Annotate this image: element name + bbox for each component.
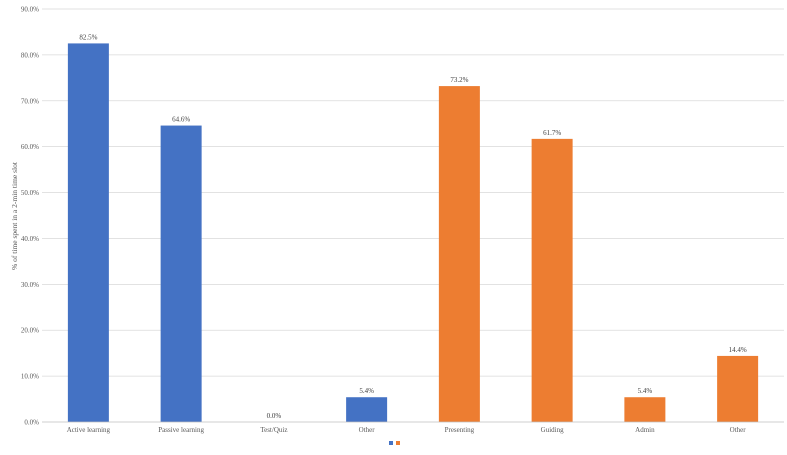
legend-swatch: [389, 441, 393, 445]
y-tick-label: 20.0%: [21, 327, 39, 335]
data-label: 0.0%: [267, 412, 282, 420]
y-tick-label: 70.0%: [21, 97, 39, 105]
bar: [67, 43, 109, 423]
x-tick-label: Test/Quiz: [260, 426, 287, 434]
bars: [67, 43, 759, 423]
y-tick-label: 50.0%: [21, 189, 39, 197]
legend: [389, 441, 400, 445]
y-axis-title: % of time spent in a 2-min time slot: [10, 161, 19, 270]
x-axis-ticks: Active learning Passive learning Test/Quiz…: [67, 426, 747, 434]
bar: [160, 125, 202, 423]
y-tick-label: 10.0%: [21, 373, 39, 381]
data-label: 61.7%: [543, 129, 561, 137]
y-tick-label: 30.0%: [21, 281, 39, 289]
x-tick-label: Admin: [635, 426, 655, 434]
bar: [346, 397, 388, 422]
bar: [717, 355, 759, 422]
y-tick-label: 90.0%: [21, 6, 39, 14]
x-tick-label: Guiding: [541, 426, 564, 434]
data-labels: 82.5% 64.6% 0.0% 5.4% 73.2% 61.7% 5.4% 14.4%: [79, 33, 747, 420]
data-label: 5.4%: [359, 387, 374, 395]
data-label: 64.6%: [172, 116, 190, 124]
x-tick-label: Other: [730, 426, 747, 434]
data-label: 14.4%: [729, 346, 747, 354]
bar: [438, 86, 480, 423]
x-tick-label: Other: [359, 426, 376, 434]
legend-swatch: [396, 441, 400, 445]
y-tick-label: 0.0%: [24, 419, 39, 427]
data-label: 82.5%: [79, 33, 97, 41]
data-label: 73.2%: [450, 76, 468, 84]
x-tick-label: Presenting: [445, 426, 475, 434]
y-tick-label: 60.0%: [21, 143, 39, 151]
data-label: 5.4%: [638, 387, 653, 395]
y-tick-label: 40.0%: [21, 235, 39, 243]
x-tick-label: Passive learning: [158, 426, 204, 434]
x-tick-label: Active learning: [67, 426, 111, 434]
gridlines: [42, 8, 784, 377]
y-tick-label: 80.0%: [21, 51, 39, 59]
y-axis-ticks: 0.0% 10.0% 20.0% 30.0% 40.0% 50.0% 60.0% 70.0% 8…: [21, 6, 39, 427]
bar: [531, 138, 573, 423]
bar: [624, 397, 666, 422]
